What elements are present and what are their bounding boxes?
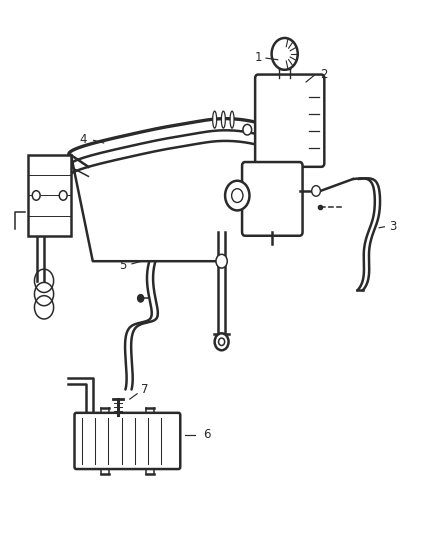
Text: 6: 6 xyxy=(203,428,211,441)
Circle shape xyxy=(225,181,250,211)
Circle shape xyxy=(219,338,225,345)
Ellipse shape xyxy=(221,111,225,128)
Circle shape xyxy=(59,191,67,200)
Circle shape xyxy=(232,189,243,203)
Circle shape xyxy=(216,254,227,268)
Circle shape xyxy=(138,295,144,302)
Bar xyxy=(28,155,71,236)
Text: 7: 7 xyxy=(141,383,149,396)
Text: 2: 2 xyxy=(320,68,327,81)
Circle shape xyxy=(272,38,298,70)
Ellipse shape xyxy=(213,111,217,128)
Circle shape xyxy=(312,185,321,196)
Text: 3: 3 xyxy=(389,220,397,233)
Circle shape xyxy=(32,191,40,200)
FancyBboxPatch shape xyxy=(242,162,303,236)
Ellipse shape xyxy=(230,111,234,128)
Circle shape xyxy=(243,124,252,135)
FancyBboxPatch shape xyxy=(74,413,180,469)
Circle shape xyxy=(215,333,229,350)
Text: 1: 1 xyxy=(254,51,262,63)
Text: 4: 4 xyxy=(79,133,87,146)
FancyBboxPatch shape xyxy=(255,75,324,167)
Text: 5: 5 xyxy=(119,259,126,272)
